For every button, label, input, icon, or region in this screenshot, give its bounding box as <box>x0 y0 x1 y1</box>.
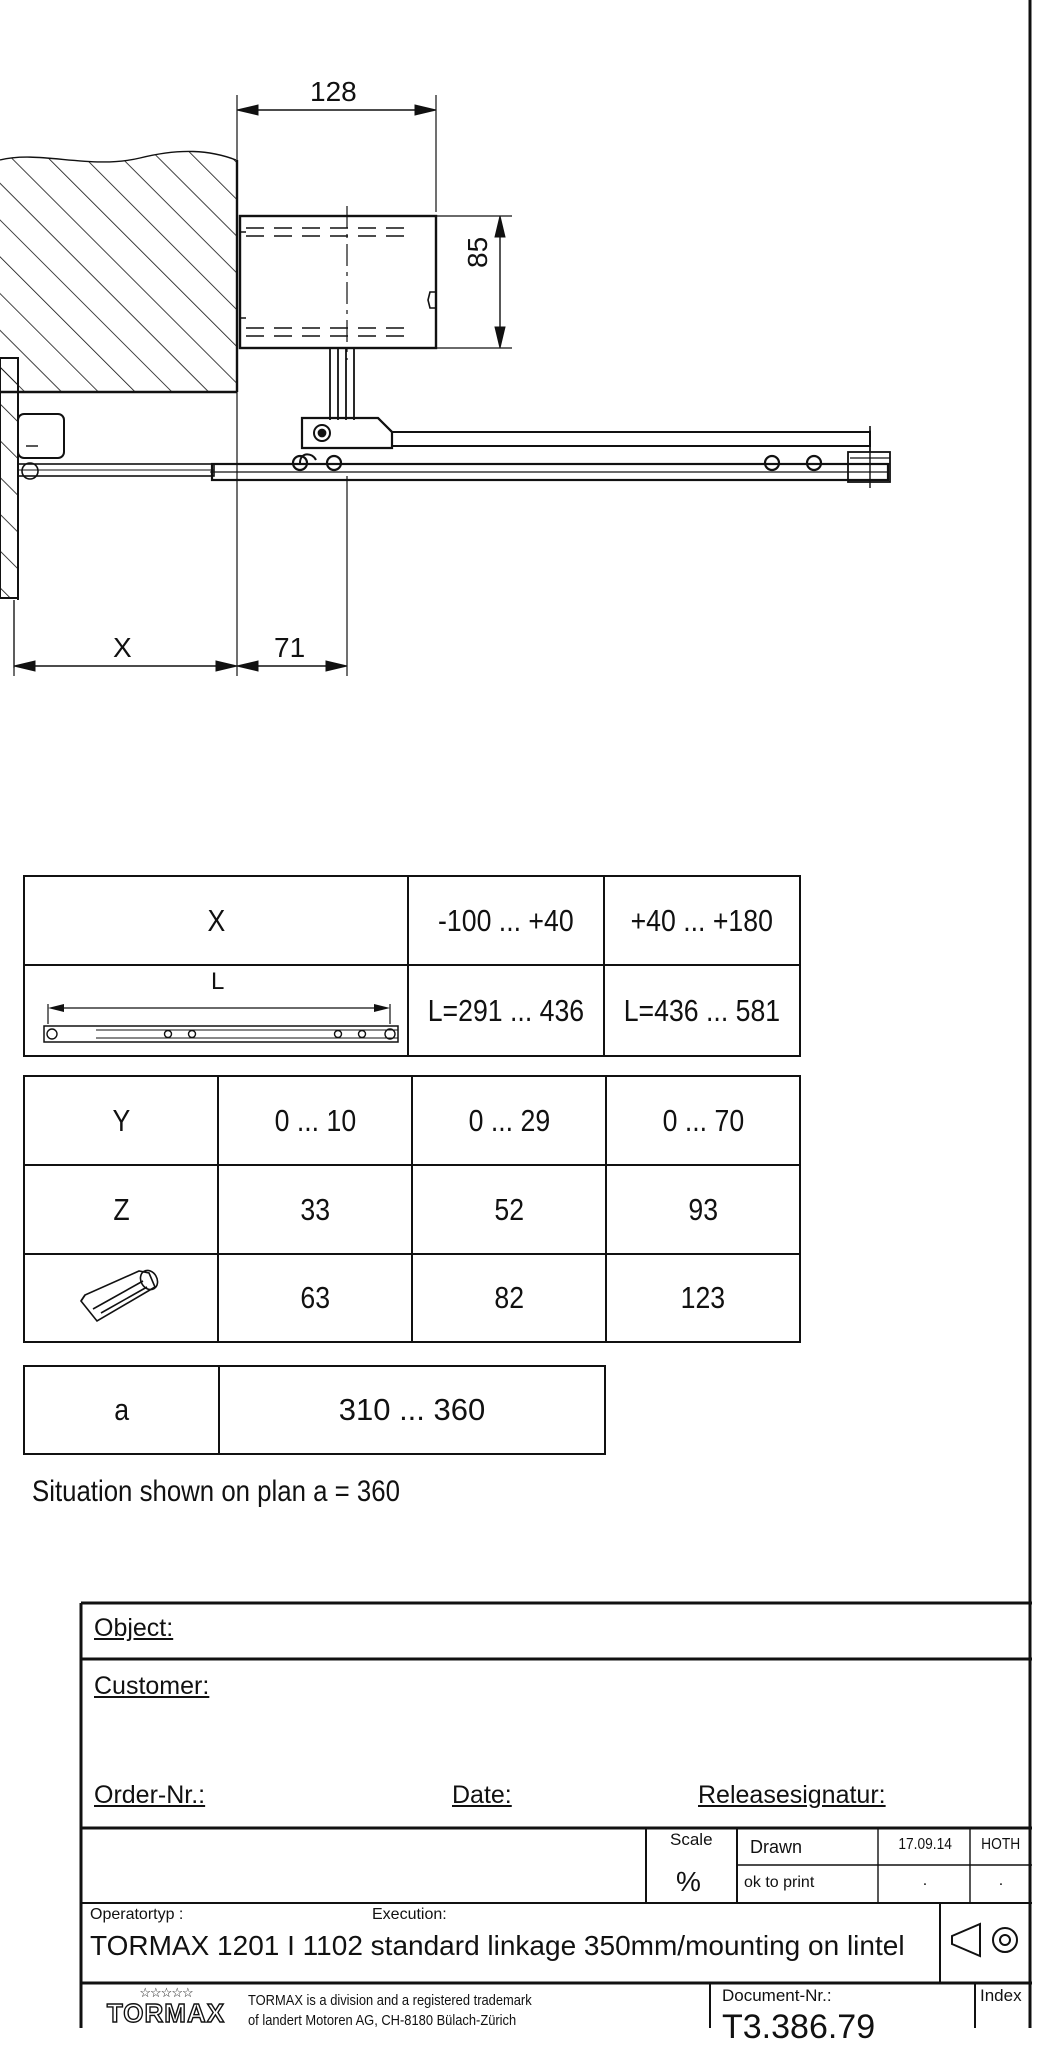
scale-value: % <box>676 1866 701 1897</box>
drawn-by: HOTH <box>981 1836 1021 1853</box>
a-table: a 310 ... 360 <box>23 1365 606 1455</box>
operatortyp-label: Operatortyp : <box>90 1906 184 1923</box>
x-header-cell: X <box>23 875 409 966</box>
x-range-1: -100 ... +40 <box>407 875 605 966</box>
dimension-128 <box>236 95 437 212</box>
table-row: 63 82 123 <box>22 1253 801 1343</box>
table-cell: 93 <box>605 1164 801 1255</box>
table-cell: 0 ... 29 <box>411 1075 607 1166</box>
dimension-85 <box>436 215 512 349</box>
dimension-x-label: X <box>113 632 132 663</box>
index-label: Index <box>980 1986 1022 2005</box>
a-value-cell: 310 ... 360 <box>218 1365 606 1455</box>
ok-by: . <box>998 1872 1004 1889</box>
wall-break-line <box>0 150 237 163</box>
l-range-1: L=291 ... 436 <box>407 964 605 1057</box>
table-cell: 123 <box>605 1253 801 1343</box>
linkage-icon-cell: L <box>23 964 409 1057</box>
trademark-text: TORMAX is a division and a registered tr… <box>248 1992 532 2009</box>
table-cell: 82 <box>411 1253 607 1343</box>
screw-icon <box>80 1269 159 1322</box>
dimension-128-label: 128 <box>310 76 357 107</box>
document-nr-label: Document-Nr.: <box>722 1986 832 2005</box>
ok-to-print-label: ok to print <box>744 1874 815 1891</box>
projection-symbol-icon <box>951 1922 1018 1958</box>
order-nr-label: Order-Nr.: <box>94 1781 206 1809</box>
dimension-71-label: 71 <box>274 632 306 663</box>
ok-date: . <box>922 1872 928 1889</box>
drive-shaft <box>329 348 355 420</box>
release-signature-label: Releasesignatur: <box>698 1781 886 1809</box>
table-row: Z 33 52 93 <box>22 1164 801 1255</box>
date-label: Date: <box>452 1781 512 1809</box>
dimension-x-71 <box>13 392 348 676</box>
l-range-2: L=436 ... 581 <box>603 964 801 1057</box>
table-row: Y 0 ... 10 0 ... 29 0 ... 70 <box>22 1075 801 1166</box>
tormax-logo: ☆☆☆☆☆ TORMAX <box>100 1985 232 2028</box>
logo-text: TORMAX <box>106 1998 226 2028</box>
x-range-2: +40 ... +180 <box>603 875 801 966</box>
table-cell: 63 <box>217 1253 414 1343</box>
linkage-rod-icon <box>43 1004 399 1043</box>
scale-label: Scale <box>670 1830 713 1849</box>
execution-label: Execution: <box>372 1906 447 1923</box>
customer-label: Customer: <box>94 1672 210 1700</box>
yz-table: Y 0 ... 10 0 ... 29 0 ... 70 Z 33 52 93 … <box>22 1075 801 1343</box>
trademark-text-2: of landert Motoren AG, CH-8180 Bülach-Zü… <box>248 2012 517 2029</box>
x-linkage-table: X -100 ... +40 +40 ... +180 L <box>23 875 801 1057</box>
table-cell: 52 <box>411 1164 607 1255</box>
linkage-l-label: L <box>211 968 225 995</box>
linkage-rod <box>17 430 891 488</box>
z-label-cell: Z <box>22 1164 220 1255</box>
logo-stars: ☆☆☆☆☆ <box>139 1985 193 2000</box>
lintel-section <box>0 151 236 392</box>
operator-description: TORMAX 1201 I 1102 standard linkage 350m… <box>90 1930 905 1961</box>
drawn-date: 17.09.14 <box>898 1836 952 1853</box>
object-label: Object: <box>94 1614 174 1642</box>
situation-note: Situation shown on plan a = 360 <box>32 1475 400 1508</box>
screw-icon-cell <box>22 1253 220 1343</box>
table-cell: 0 ... 10 <box>217 1075 414 1166</box>
drawn-label: Drawn <box>750 1837 803 1857</box>
table-cell: 33 <box>217 1164 414 1255</box>
table-cell: 0 ... 70 <box>605 1075 801 1166</box>
a-label-cell: a <box>23 1365 220 1455</box>
y-label-cell: Y <box>22 1075 220 1166</box>
